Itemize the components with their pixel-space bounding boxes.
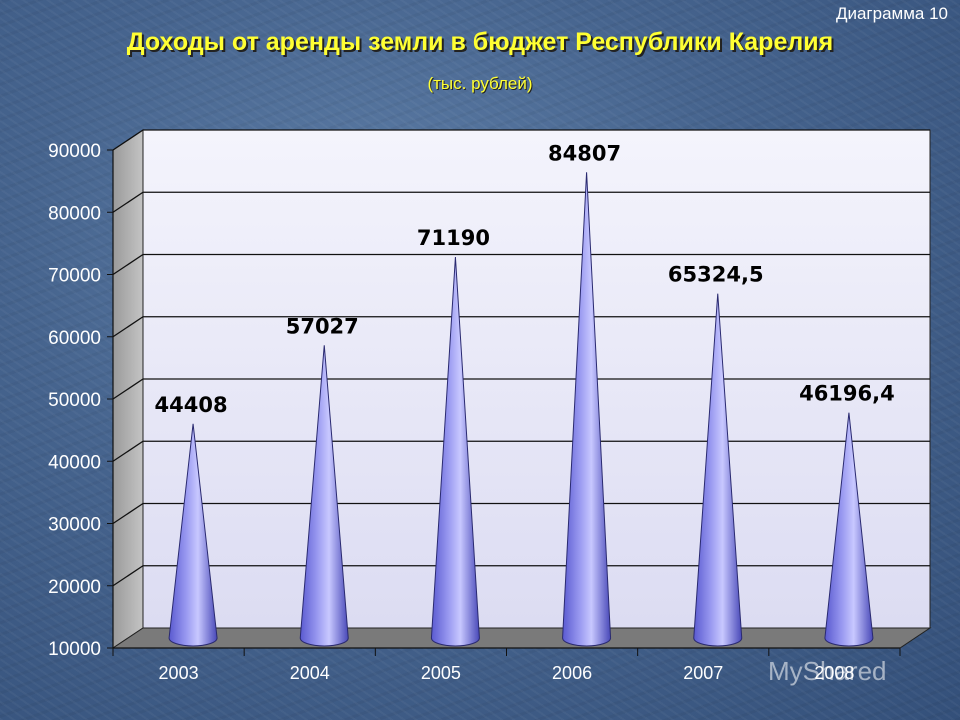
x-tick-label: 2006: [552, 663, 592, 683]
data-label: 65324,5: [668, 263, 764, 287]
y-tick-label: 60000: [48, 328, 101, 349]
cone: [299, 345, 349, 647]
x-tick-label: 2005: [421, 663, 461, 683]
data-label: 57027: [286, 314, 359, 338]
cone-body: [430, 257, 480, 647]
cone-body: [824, 412, 874, 647]
cone: [693, 293, 743, 647]
y-tick-label: 80000: [48, 203, 101, 224]
floor: [111, 627, 932, 649]
cone-body: [168, 423, 218, 647]
x-tick-label: 2003: [159, 663, 199, 683]
data-labels: 44408 57027 71190 84807 65324,5 46196,4: [155, 141, 895, 416]
gridline: [112, 316, 930, 338]
gridline: [112, 129, 930, 151]
y-tick-label: 40000: [48, 452, 101, 473]
gridline: [112, 502, 930, 525]
gridline: [112, 253, 930, 276]
gridline: [112, 440, 930, 462]
x-tick-label: 2004: [290, 663, 330, 683]
gridline: [112, 191, 930, 213]
watermark: MyShared: [768, 656, 887, 686]
cone: [824, 412, 874, 647]
data-label: 46196,4: [799, 382, 895, 406]
x-tick-label: 2007: [683, 663, 723, 683]
y-tick-label: 20000: [48, 577, 101, 598]
slide-label: Диаграмма 10: [835, 4, 948, 23]
gridline: [112, 378, 930, 400]
x-tick-label: 2008: [814, 663, 854, 683]
cone-body: [693, 293, 743, 647]
gridlines: [112, 129, 930, 587]
chart-subtitle: (тыс. рублей): [427, 74, 533, 93]
y-tick-label: 90000: [48, 141, 101, 162]
data-label: 71190: [417, 226, 490, 250]
cones: [168, 172, 874, 647]
axes: 10000 20000 30000 40000 50000 60000 70000 80000…: [48, 141, 901, 683]
y-tick-label: 70000: [48, 266, 101, 287]
data-label: 84807: [548, 141, 621, 165]
cone: [168, 423, 218, 647]
chart-title: Доходы от аренды земли в бюджет Республи…: [126, 28, 834, 56]
cone: [430, 257, 480, 647]
y-tick-label: 30000: [48, 515, 101, 536]
y-tick-label: 50000: [48, 390, 101, 411]
cone-body: [562, 172, 612, 647]
cone-body: [299, 345, 349, 647]
cone: [562, 172, 612, 647]
y-tick-label: 10000: [48, 639, 101, 660]
gridline: [112, 565, 930, 587]
data-label: 44408: [155, 393, 228, 417]
